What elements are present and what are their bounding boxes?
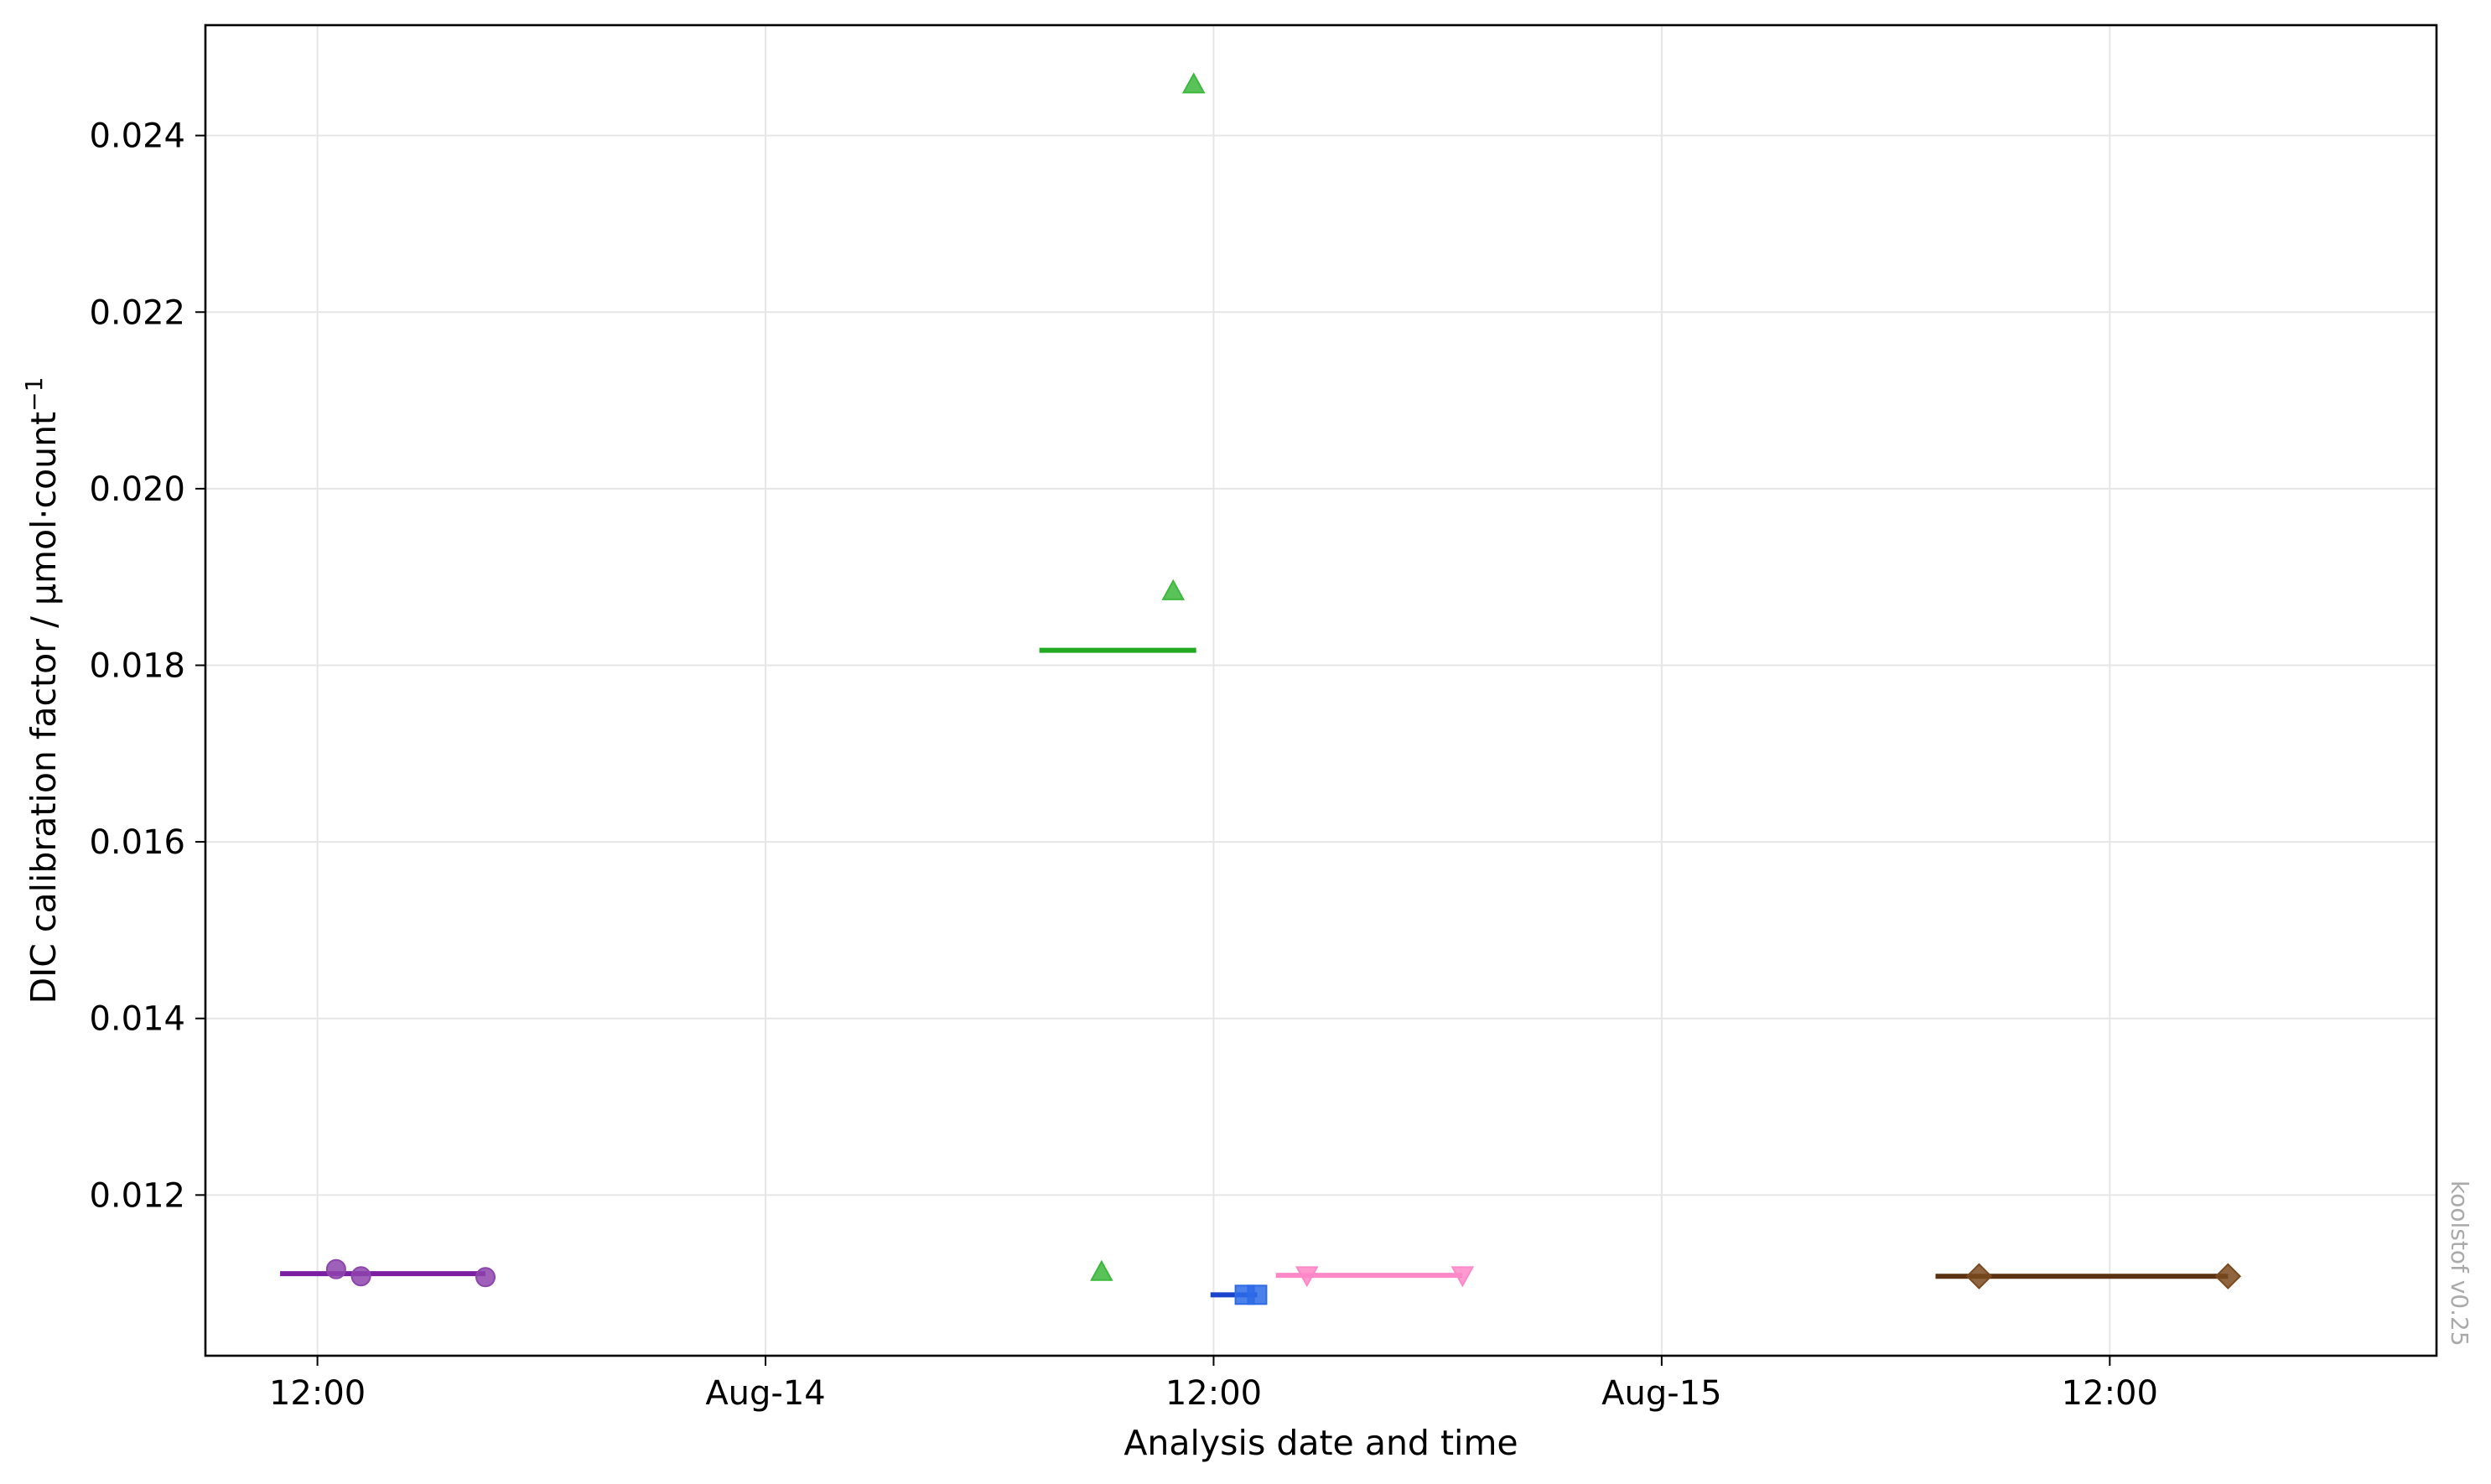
y-axis-label-main: DIC calibration factor / μmol·count bbox=[23, 412, 64, 1004]
data-point bbox=[1450, 1266, 1475, 1288]
y-axis-ticks: 0.012 0.014 0.016 0.018 0.020 0.022 0.024 bbox=[89, 117, 205, 1215]
data-point bbox=[1181, 72, 1206, 94]
x-tick-label: Aug-15 bbox=[1601, 1374, 1721, 1413]
data-points bbox=[325, 72, 2242, 1305]
data-point bbox=[1295, 1266, 1319, 1288]
grid-lines bbox=[205, 25, 2437, 1356]
data-point bbox=[475, 1267, 496, 1288]
plot-area-frame bbox=[204, 23, 2438, 1357]
y-tick-label: 0.016 bbox=[89, 823, 185, 862]
data-point bbox=[1247, 1284, 1268, 1305]
version-watermark: koolstof v0.25 bbox=[2446, 1180, 2473, 1346]
y-axis-label: DIC calibration factor / μmol·count−1 bbox=[20, 377, 64, 1004]
x-tick-label: 12:00 bbox=[269, 1374, 366, 1413]
data-point bbox=[1090, 1259, 1113, 1281]
x-tick-label: 12:00 bbox=[1165, 1374, 1262, 1413]
y-tick-label: 0.014 bbox=[89, 1000, 185, 1039]
y-tick-label: 0.020 bbox=[89, 470, 185, 509]
y-tick-label: 0.024 bbox=[89, 117, 185, 156]
x-tick-label: 12:00 bbox=[2062, 1374, 2158, 1413]
y-tick-label: 0.012 bbox=[89, 1176, 185, 1215]
data-point bbox=[325, 1258, 346, 1279]
y-tick-label: 0.018 bbox=[89, 646, 185, 685]
y-axis-label-superscript: −1 bbox=[20, 377, 48, 412]
y-tick-label: 0.022 bbox=[89, 293, 185, 332]
x-tick-label: Aug-14 bbox=[705, 1374, 825, 1413]
mean-lines bbox=[280, 647, 2229, 1298]
data-point bbox=[350, 1266, 371, 1287]
x-axis-ticks: 12:00 Aug-14 12:00 Aug-15 12:00 bbox=[269, 1356, 2158, 1413]
data-point bbox=[2214, 1263, 2242, 1289]
x-axis-label: Analysis date and time bbox=[1124, 1423, 1518, 1463]
data-point bbox=[1161, 579, 1186, 600]
data-point bbox=[1965, 1263, 1993, 1289]
